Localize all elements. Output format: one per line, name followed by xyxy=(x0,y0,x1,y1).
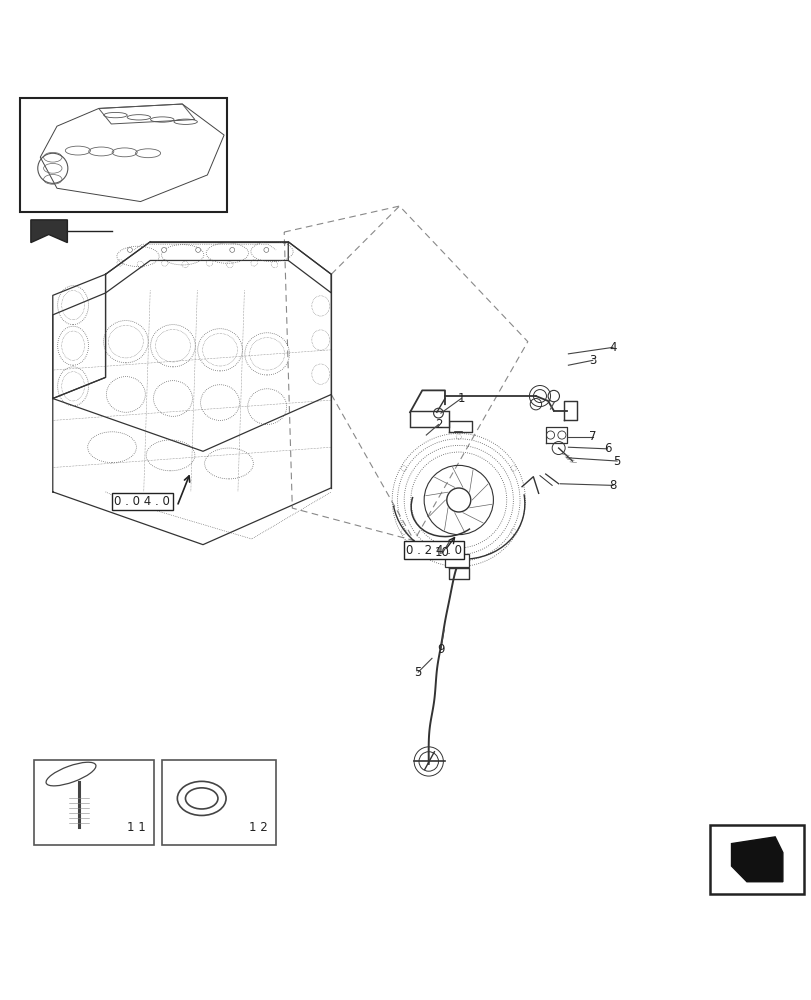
Text: 7: 7 xyxy=(588,430,596,443)
Text: 5: 5 xyxy=(612,455,620,468)
Text: 4: 4 xyxy=(608,341,616,354)
Circle shape xyxy=(264,247,268,252)
Bar xyxy=(34,760,154,845)
Bar xyxy=(20,98,227,212)
Text: 0 . 0 4 . 0: 0 . 0 4 . 0 xyxy=(114,495,170,508)
Bar xyxy=(710,825,803,894)
Text: 1 1: 1 1 xyxy=(127,821,146,834)
Bar xyxy=(162,760,276,845)
Bar xyxy=(410,411,448,427)
Text: 9: 9 xyxy=(436,643,444,656)
Circle shape xyxy=(195,247,200,252)
Circle shape xyxy=(161,247,166,252)
Text: 3: 3 xyxy=(588,354,596,367)
Polygon shape xyxy=(731,837,782,882)
Circle shape xyxy=(230,247,234,252)
Polygon shape xyxy=(31,220,67,243)
Circle shape xyxy=(127,247,132,252)
Text: 2: 2 xyxy=(434,418,442,431)
Text: 5: 5 xyxy=(414,666,422,679)
Circle shape xyxy=(547,390,559,402)
Text: 0 . 2 4 . 0: 0 . 2 4 . 0 xyxy=(406,544,461,557)
Bar xyxy=(444,554,469,567)
Text: 8: 8 xyxy=(608,479,616,492)
Text: 6: 6 xyxy=(603,442,611,455)
Text: 1: 1 xyxy=(457,392,465,405)
Text: 10: 10 xyxy=(435,546,449,559)
Text: 1 2: 1 2 xyxy=(248,821,268,834)
